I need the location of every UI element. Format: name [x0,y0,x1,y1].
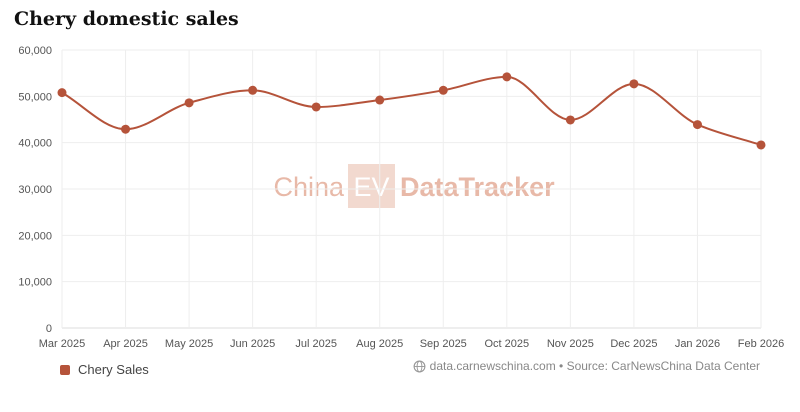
y-tick-label: 20,000 [18,230,52,242]
y-tick-label: 30,000 [18,184,52,196]
y-tick-label: 0 [46,323,52,335]
watermark-badge [348,164,395,208]
source-note: data.carnewschina.com • Source: CarNewsC… [413,359,760,373]
x-tick-label: Jul 2025 [295,338,337,350]
y-tick-label: 10,000 [18,277,52,289]
data-point[interactable] [57,88,67,98]
x-tick-label: Jun 2025 [230,338,275,350]
x-tick-label: May 2025 [165,338,213,350]
watermark: China EV DataTracker [273,164,555,208]
x-tick-label: Sep 2025 [420,338,467,350]
legend[interactable]: Chery Sales [60,362,149,377]
x-tick-label: Feb 2026 [738,338,784,350]
x-tick-label: Dec 2025 [610,338,657,350]
data-point[interactable] [565,115,575,125]
x-tick-label: Aug 2025 [356,338,403,350]
data-point[interactable] [756,140,766,150]
x-tick-label: Apr 2025 [103,338,148,350]
x-axis-labels: Mar 2025 Apr 2025 May 2025 Jun 2025 Jul 2025… [39,338,784,350]
watermark-badge-text: EV [353,172,389,202]
grid-lines [61,49,762,329]
y-tick-label: 60,000 [18,45,52,57]
x-tick-label: Mar 2025 [39,338,85,350]
data-point[interactable] [248,85,258,95]
legend-swatch [60,364,70,375]
watermark-left-text: China [273,172,345,202]
data-point[interactable] [184,98,194,108]
x-tick-label: Oct 2025 [484,338,529,350]
x-tick-label: Nov 2025 [547,338,594,350]
chart-title: Chery domestic sales [14,8,239,30]
series-points [57,72,766,150]
data-point[interactable] [375,95,385,105]
data-point[interactable] [311,102,321,112]
data-point[interactable] [502,72,512,82]
globe-icon [413,360,426,372]
y-axis-labels: 0 10,000 20,000 30,000 40,000 50,000 60,000 [18,45,52,335]
x-tick-label: Jan 2026 [675,338,720,350]
data-point[interactable] [692,120,702,130]
watermark-right-text: DataTracker [400,172,555,202]
y-tick-label: 50,000 [18,91,52,103]
source-text: data.carnewschina.com • Source: CarNewsC… [429,359,760,373]
legend-label: Chery Sales [78,362,149,377]
y-tick-label: 40,000 [18,138,52,150]
data-point[interactable] [629,79,639,89]
data-point[interactable] [438,85,448,95]
series-line-chery-sales [61,75,762,146]
data-point[interactable] [121,124,131,134]
